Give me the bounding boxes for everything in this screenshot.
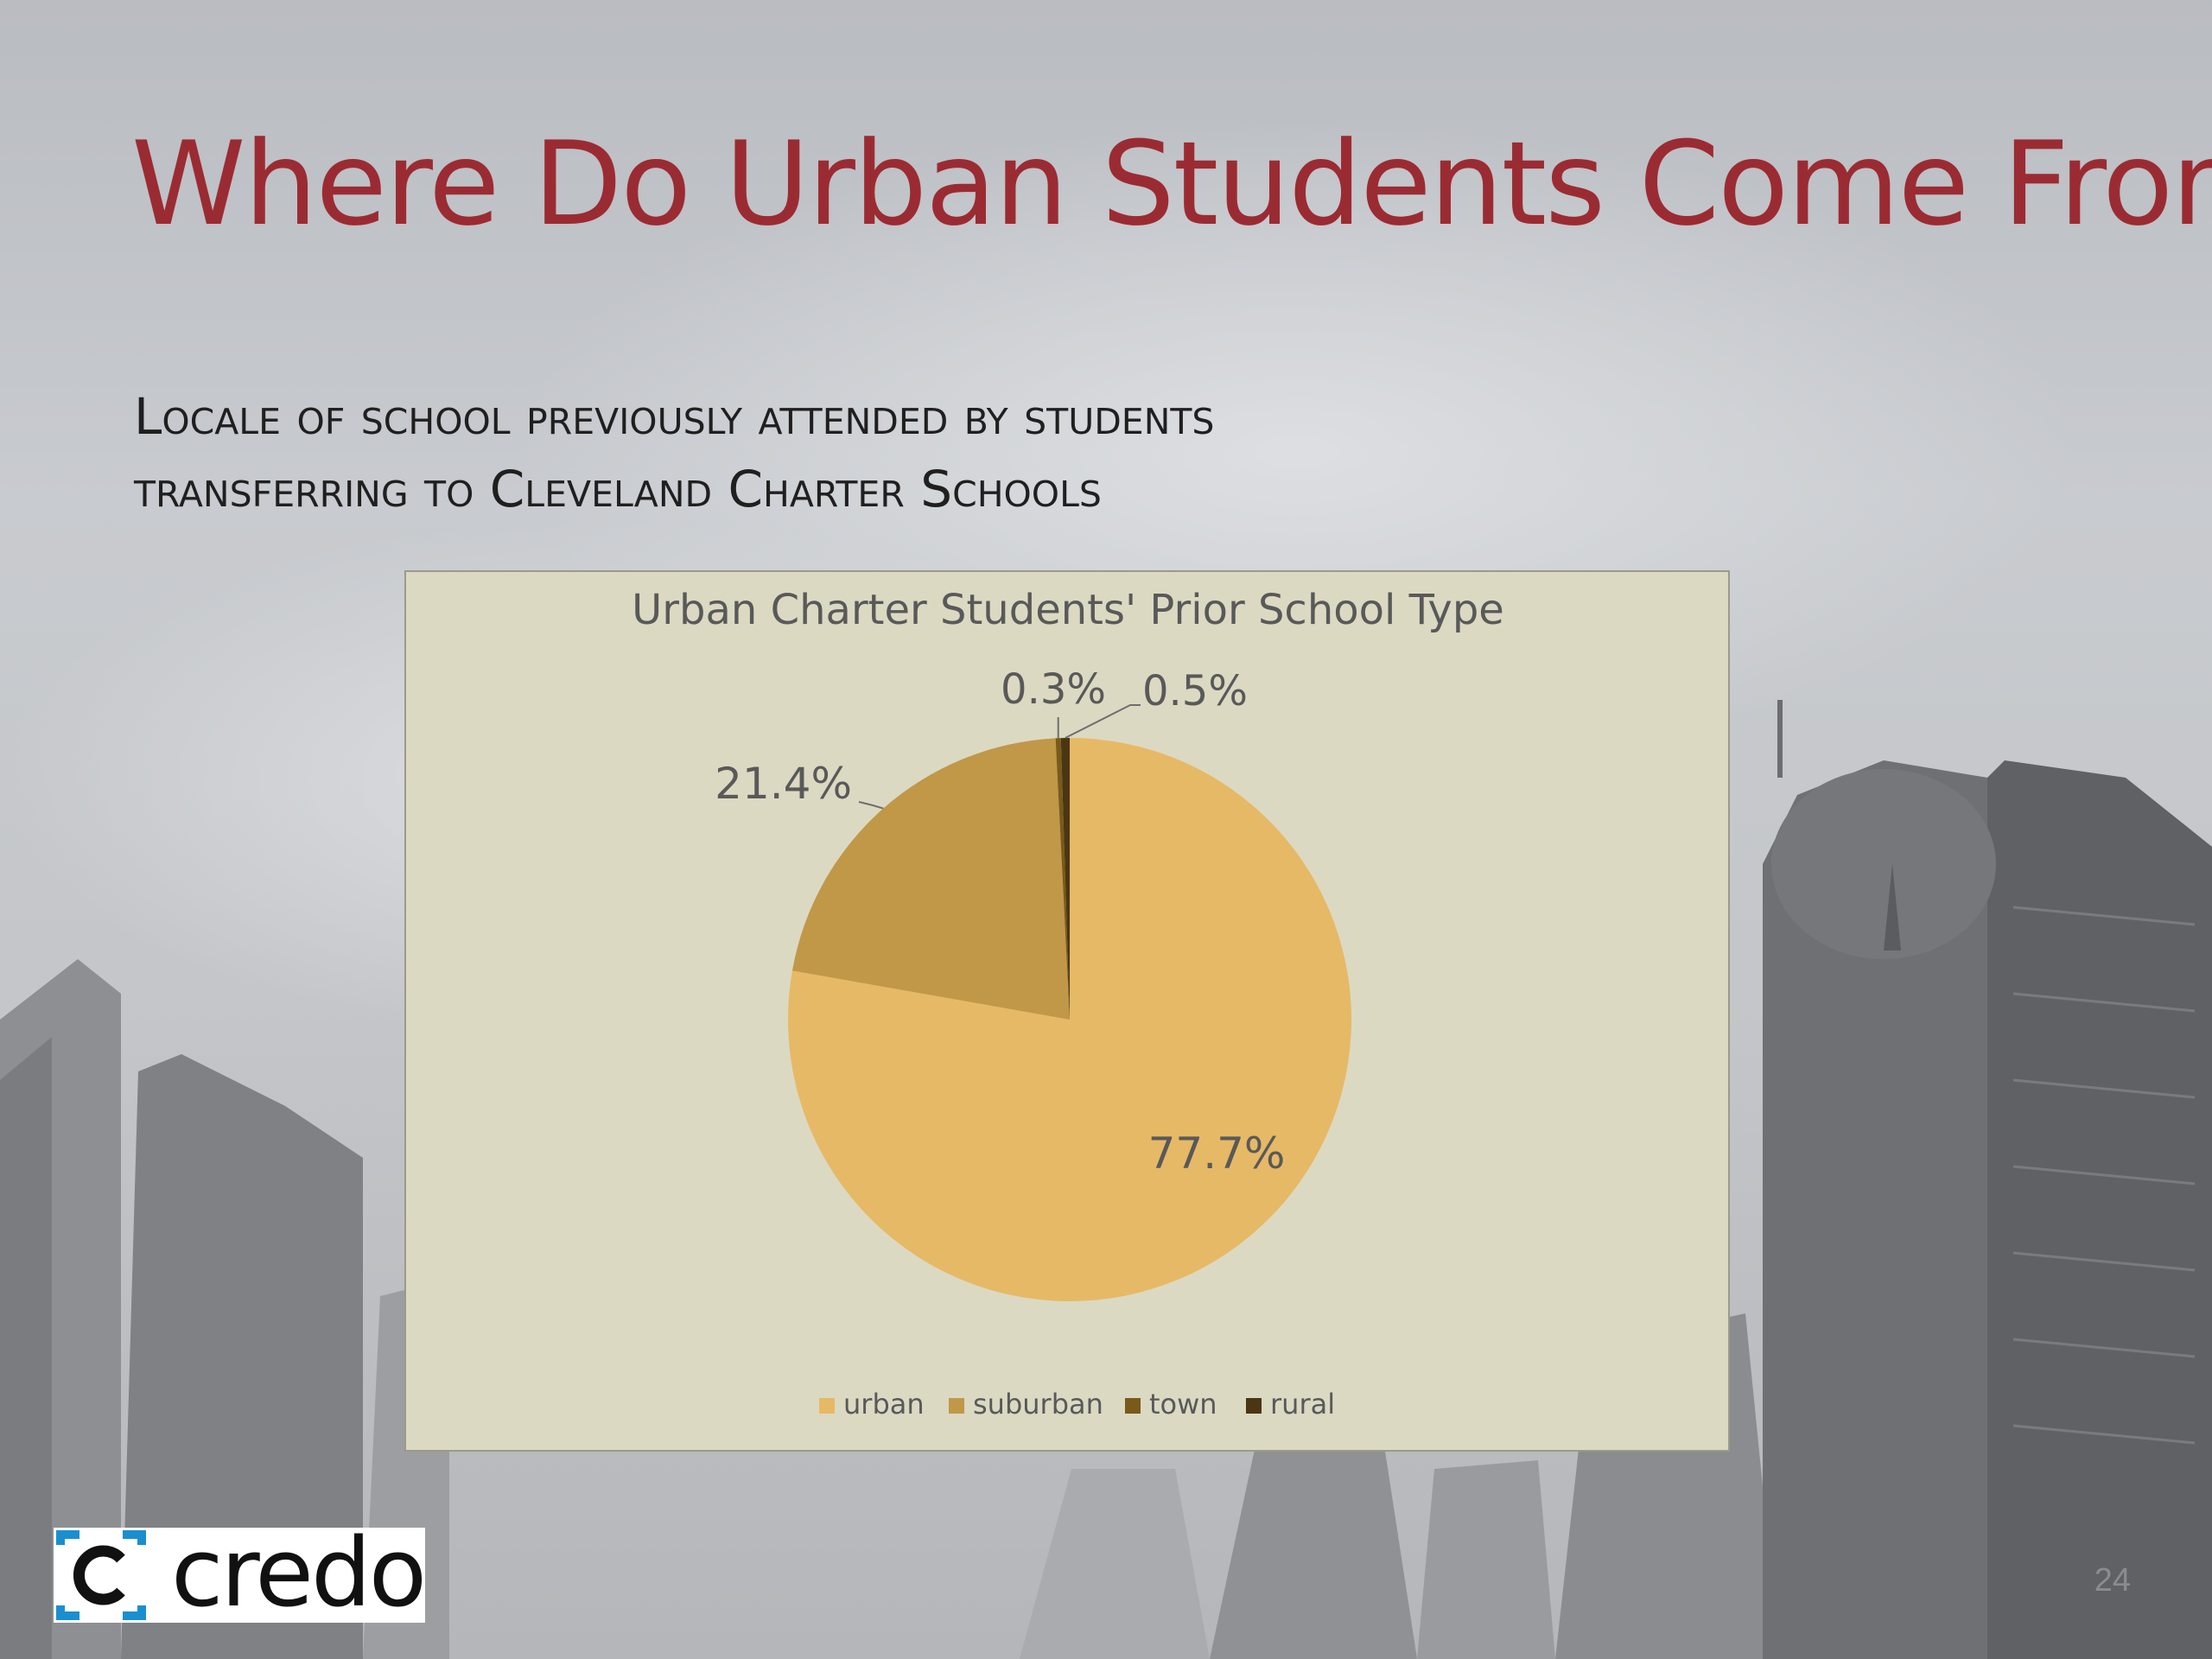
leader-line-suburban <box>858 801 884 810</box>
credo-logo: credo <box>54 1521 427 1625</box>
leader-line-rural <box>1065 704 1141 739</box>
pie-slice-suburban <box>791 738 1070 1020</box>
data-label-town: 0.3% <box>1001 665 1106 714</box>
slide-subtitle: Locale of school previously attended by … <box>134 380 1214 525</box>
legend-label-urban: urban <box>843 1388 925 1421</box>
pie-slice-rural <box>1060 738 1070 1020</box>
chart-title: Urban Charter Students' Prior School Typ… <box>632 586 1504 634</box>
subtitle-line-2: transferring to Cleveland Charter School… <box>134 460 1102 518</box>
legend-swatch-rural <box>1246 1398 1262 1414</box>
c-bracket-logo-icon <box>56 1530 146 1620</box>
slide-title: Where Do Urban Students Come From? <box>131 117 2212 251</box>
logo-text: credo <box>171 1517 427 1628</box>
pie-chart: Urban Charter Students' Prior School Typ… <box>632 586 1504 1421</box>
chart-legend: urban suburban town rural <box>819 1388 1335 1421</box>
pie-slice-town <box>1055 738 1070 1020</box>
data-label-rural: 0.5% <box>1142 667 1248 715</box>
leader-lines <box>858 704 1141 810</box>
data-label-urban: 77.7% <box>1148 1128 1286 1179</box>
legend-swatch-town <box>1125 1398 1141 1414</box>
page-number: 24 <box>2094 1562 2131 1599</box>
legend-swatch-urban <box>819 1398 835 1414</box>
data-labels: 77.7% 21.4% 0.3% 0.5% <box>715 665 1285 1179</box>
pie-slice-urban <box>787 738 1351 1301</box>
subtitle-line-1: Locale of school previously attended by … <box>134 387 1215 446</box>
pie-slices <box>787 738 1351 1301</box>
legend-label-town: town <box>1149 1388 1217 1421</box>
legend-label-rural: rural <box>1270 1388 1335 1421</box>
data-label-suburban: 21.4% <box>715 759 852 809</box>
legend-swatch-suburban <box>949 1398 964 1414</box>
legend-label-suburban: suburban <box>973 1388 1103 1421</box>
chart-container: Urban Charter Students' Prior School Typ… <box>404 570 1730 1452</box>
